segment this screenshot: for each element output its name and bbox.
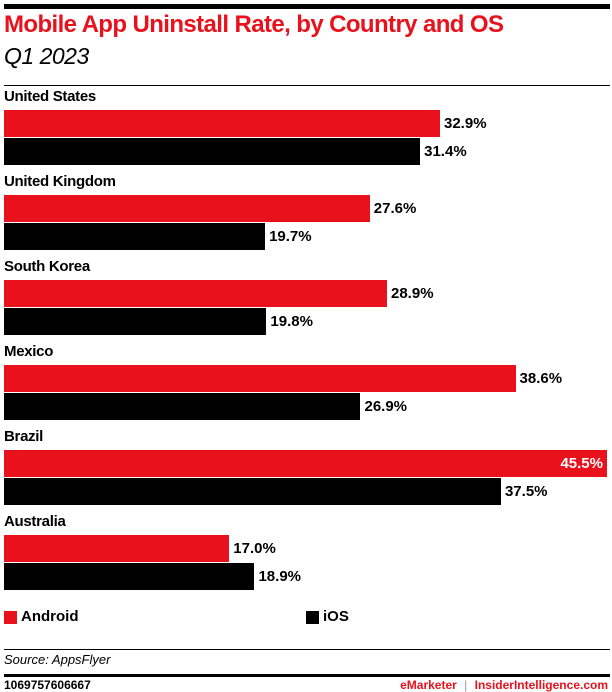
bar-ios xyxy=(4,308,267,335)
legend-label-ios: iOS xyxy=(323,608,349,625)
legend-swatch-android xyxy=(4,611,17,624)
value-label: 38.6% xyxy=(519,370,563,387)
category-label: United Kingdom xyxy=(4,173,116,190)
bar-ios xyxy=(4,563,255,590)
bar-android xyxy=(4,535,230,562)
category-label: Brazil xyxy=(4,428,44,445)
brand-insiderintelligence: InsiderIntelligence.com xyxy=(474,678,608,692)
category-label: Australia xyxy=(4,513,66,530)
value-label: 32.9% xyxy=(444,115,487,132)
value-label: 19.8% xyxy=(270,313,313,330)
divider-thick xyxy=(4,674,610,677)
brand-logo: eMarketer | InsiderIntelligence.com xyxy=(400,678,608,692)
bar-ios xyxy=(4,223,266,250)
value-label: 45.5% xyxy=(560,455,603,472)
top-rule xyxy=(4,4,610,9)
bar-android xyxy=(4,280,387,307)
value-label: 27.6% xyxy=(373,200,417,217)
value-label: 37.5% xyxy=(504,483,548,500)
legend-label-android: Android xyxy=(21,608,79,625)
chart-subtitle: Q1 2023 xyxy=(4,43,89,69)
bar-ios xyxy=(4,138,421,165)
bar-android xyxy=(4,450,607,477)
bar-ios xyxy=(4,478,501,505)
bar-android xyxy=(4,110,440,137)
source-note: Source: AppsFlyer xyxy=(4,652,111,667)
value-label: 18.9% xyxy=(258,568,302,585)
category-label: Mexico xyxy=(4,343,54,360)
value-label: 31.4% xyxy=(424,143,467,160)
value-label: 17.0% xyxy=(233,540,276,557)
value-label: 19.7% xyxy=(269,228,312,245)
legend-swatch-ios xyxy=(306,611,319,624)
brand-emarketer: eMarketer xyxy=(400,678,457,692)
bar-android xyxy=(4,195,370,222)
bar-ios xyxy=(4,393,361,420)
category-label: South Korea xyxy=(4,258,90,275)
value-label: 28.9% xyxy=(391,285,434,302)
brand-separator: | xyxy=(464,678,468,692)
divider xyxy=(4,649,610,650)
chart-id: 1069757606667 xyxy=(4,678,91,692)
divider xyxy=(4,85,610,86)
value-label: 26.9% xyxy=(364,398,408,415)
category-label: United States xyxy=(4,88,96,105)
bar-android xyxy=(4,365,516,392)
chart-title: Mobile App Uninstall Rate, by Country an… xyxy=(4,11,504,38)
